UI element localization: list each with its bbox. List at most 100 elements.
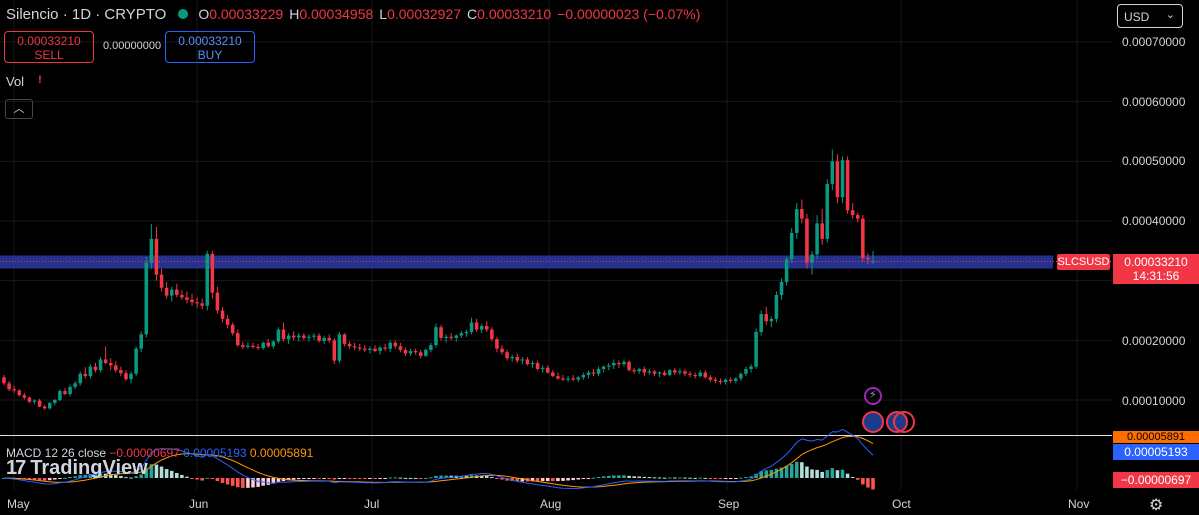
macd-hist-value: −0.00000697	[109, 446, 180, 460]
candle-body	[637, 368, 642, 372]
ohlc-high-value: 0.00034958	[299, 6, 374, 22]
macd-histogram-bar	[469, 475, 474, 478]
macd-histogram-bar	[129, 477, 133, 479]
macd-histogram-bar	[464, 475, 469, 478]
candle-body	[591, 372, 596, 374]
event-marker-ring[interactable]	[893, 411, 915, 433]
macd-histogram-bar	[703, 477, 708, 479]
candle-body	[68, 386, 72, 395]
ohlc-open-value: 0.00033229	[209, 6, 284, 22]
macd-histogram-bar	[850, 477, 855, 479]
candle-body	[805, 218, 809, 263]
candle-body	[728, 379, 733, 381]
macd-histogram-bar	[312, 478, 316, 479]
macd-histogram-bar	[871, 478, 875, 490]
macd-histogram-bar	[530, 478, 535, 482]
macd-histogram-bar	[251, 478, 255, 488]
macd-histogram-bar	[53, 478, 57, 480]
candle-body	[368, 348, 372, 350]
macd-histogram-bar	[866, 478, 870, 488]
candle-body	[647, 371, 652, 373]
macd-histogram-bar	[764, 470, 769, 478]
symbol-title[interactable]: Silencio · 1D · CRYPTO	[6, 5, 167, 23]
candle-body	[230, 324, 235, 334]
event-marker[interactable]: ⚡	[864, 387, 882, 405]
candle-body	[124, 373, 128, 380]
macd-histogram-bar	[235, 478, 240, 488]
macd-histogram-bar	[302, 478, 306, 479]
macd-signal-axis-label: 0.00005891	[1113, 431, 1199, 443]
time-tick: Jul	[364, 497, 380, 511]
macd-line	[3, 428, 874, 490]
macd-histogram-bar	[556, 478, 560, 482]
candle-body	[22, 395, 27, 398]
candle-body	[78, 373, 83, 384]
candle-body	[327, 337, 332, 341]
currency-select[interactable]: USD ⌄	[1117, 4, 1183, 28]
candle-body	[713, 379, 718, 381]
macd-histogram-bar	[200, 478, 204, 481]
macd-histogram-bar	[307, 478, 311, 479]
candle-body	[134, 348, 138, 374]
candle-body	[159, 274, 164, 288]
candle-body	[500, 348, 504, 353]
price-tick: 0.00020000	[1122, 334, 1186, 348]
volume-warning-icon[interactable]: !	[38, 74, 42, 86]
candle-body	[302, 335, 306, 338]
macd-line-axis-label: 0.00005193	[1113, 444, 1199, 460]
candle-body	[169, 289, 174, 296]
macd-histogram-bar	[606, 475, 611, 478]
candle-body	[58, 391, 62, 400]
macd-histogram-bar	[815, 469, 819, 478]
macd-histogram-bar	[154, 464, 159, 478]
macd-histogram-bar	[332, 478, 337, 480]
macd-histogram-bar	[637, 476, 642, 478]
macd-histogram-bar	[551, 478, 555, 482]
macd-histogram-bar	[652, 477, 657, 479]
macd-histogram-bar	[337, 478, 342, 479]
candle-body	[683, 371, 687, 374]
candle-body	[185, 297, 189, 300]
candle-body	[7, 383, 11, 390]
buy-button[interactable]: 0.00033210 BUY	[165, 31, 255, 63]
macd-histogram-bar	[845, 473, 850, 478]
us-flag-event-icon[interactable]	[862, 411, 884, 433]
time-tick: Jun	[189, 497, 209, 511]
macd-legend[interactable]: MACD 12 26 close −0.00000697 0.00005193 …	[6, 446, 313, 460]
macd-histogram-bar	[566, 478, 570, 481]
candle-body	[515, 357, 520, 361]
macd-histogram-bar	[520, 478, 525, 482]
macd-histogram-bar	[327, 478, 332, 479]
candle-body	[794, 209, 799, 233]
candle-body	[764, 314, 769, 322]
candle-body	[98, 359, 103, 371]
macd-histogram-bar	[144, 468, 149, 478]
candle-body	[215, 292, 220, 311]
macd-histogram-bar	[561, 478, 565, 481]
price-tick: 0.00070000	[1122, 35, 1186, 49]
candle-body	[840, 160, 845, 198]
candle-body	[596, 368, 601, 374]
candle-body	[525, 359, 530, 365]
candle-body	[63, 391, 67, 395]
macd-histogram-bar	[693, 477, 697, 479]
candle-body	[439, 327, 443, 338]
candle-body	[571, 378, 575, 380]
candle-body	[662, 372, 667, 375]
settings-gear-icon[interactable]: ⚙	[1149, 497, 1164, 514]
tradingview-logo[interactable]: 17 TradingView	[6, 457, 148, 480]
candle-body	[424, 349, 428, 356]
candle-body	[144, 262, 149, 335]
macd-histogram-bar	[698, 477, 702, 479]
sell-button[interactable]: 0.00033210 SELL	[4, 31, 94, 63]
candle-body	[322, 337, 326, 341]
macd-histogram-bar	[413, 477, 418, 479]
collapse-indicators-button[interactable]: ︿	[5, 99, 33, 119]
macd-histogram-bar	[63, 477, 67, 479]
macd-histogram-bar	[68, 477, 72, 479]
candle-body	[129, 373, 133, 380]
macd-histogram-bar	[459, 475, 464, 478]
candle-body	[225, 318, 230, 325]
macd-histogram-bar	[515, 478, 520, 482]
